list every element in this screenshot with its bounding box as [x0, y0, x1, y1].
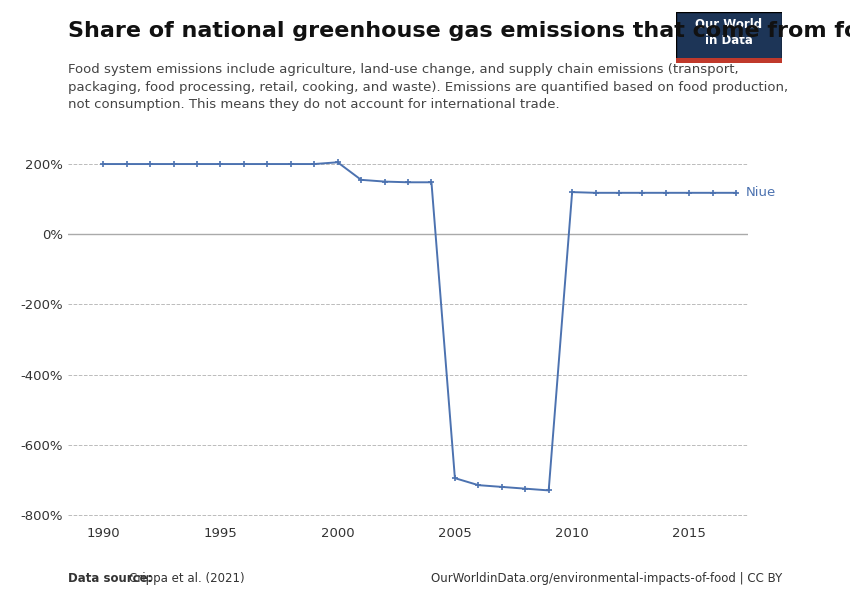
Text: Crippa et al. (2021): Crippa et al. (2021): [129, 572, 245, 585]
Text: Our World
in Data: Our World in Data: [695, 18, 762, 47]
Text: Niue: Niue: [745, 187, 776, 199]
Text: Data source:: Data source:: [68, 572, 156, 585]
Bar: [676, 58, 782, 63]
Text: Food system emissions include agriculture, land-use change, and supply chain emi: Food system emissions include agricultur…: [68, 63, 788, 111]
Text: OurWorldinData.org/environmental-impacts-of-food | CC BY: OurWorldinData.org/environmental-impacts…: [431, 572, 782, 585]
FancyBboxPatch shape: [676, 12, 782, 63]
Text: Share of national greenhouse gas emissions that come from food: Share of national greenhouse gas emissio…: [68, 21, 850, 41]
